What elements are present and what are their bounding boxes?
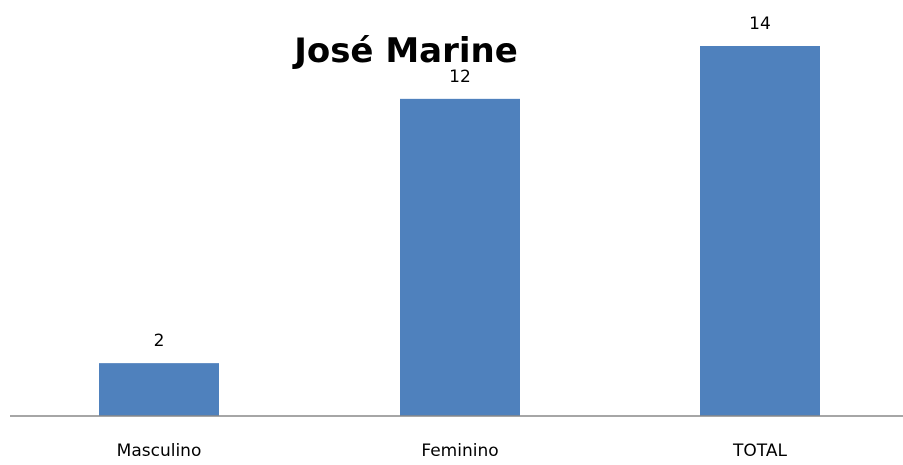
- bar-feminino: [400, 98, 520, 416]
- data-labels-group: 2 12 14: [154, 14, 771, 351]
- data-label: 12: [449, 67, 471, 87]
- bar-total: [700, 46, 820, 416]
- chart-title: José Marine: [292, 31, 518, 71]
- data-label: 14: [749, 14, 771, 34]
- x-tick-label: TOTAL: [732, 441, 787, 461]
- data-label: 2: [154, 331, 165, 351]
- bars-group: [99, 46, 820, 416]
- x-tick-label: Masculino: [117, 441, 202, 461]
- bar-masculino: [99, 363, 219, 416]
- x-tick-label: Feminino: [421, 441, 498, 461]
- x-tick-labels-group: Masculino Feminino TOTAL: [117, 441, 788, 461]
